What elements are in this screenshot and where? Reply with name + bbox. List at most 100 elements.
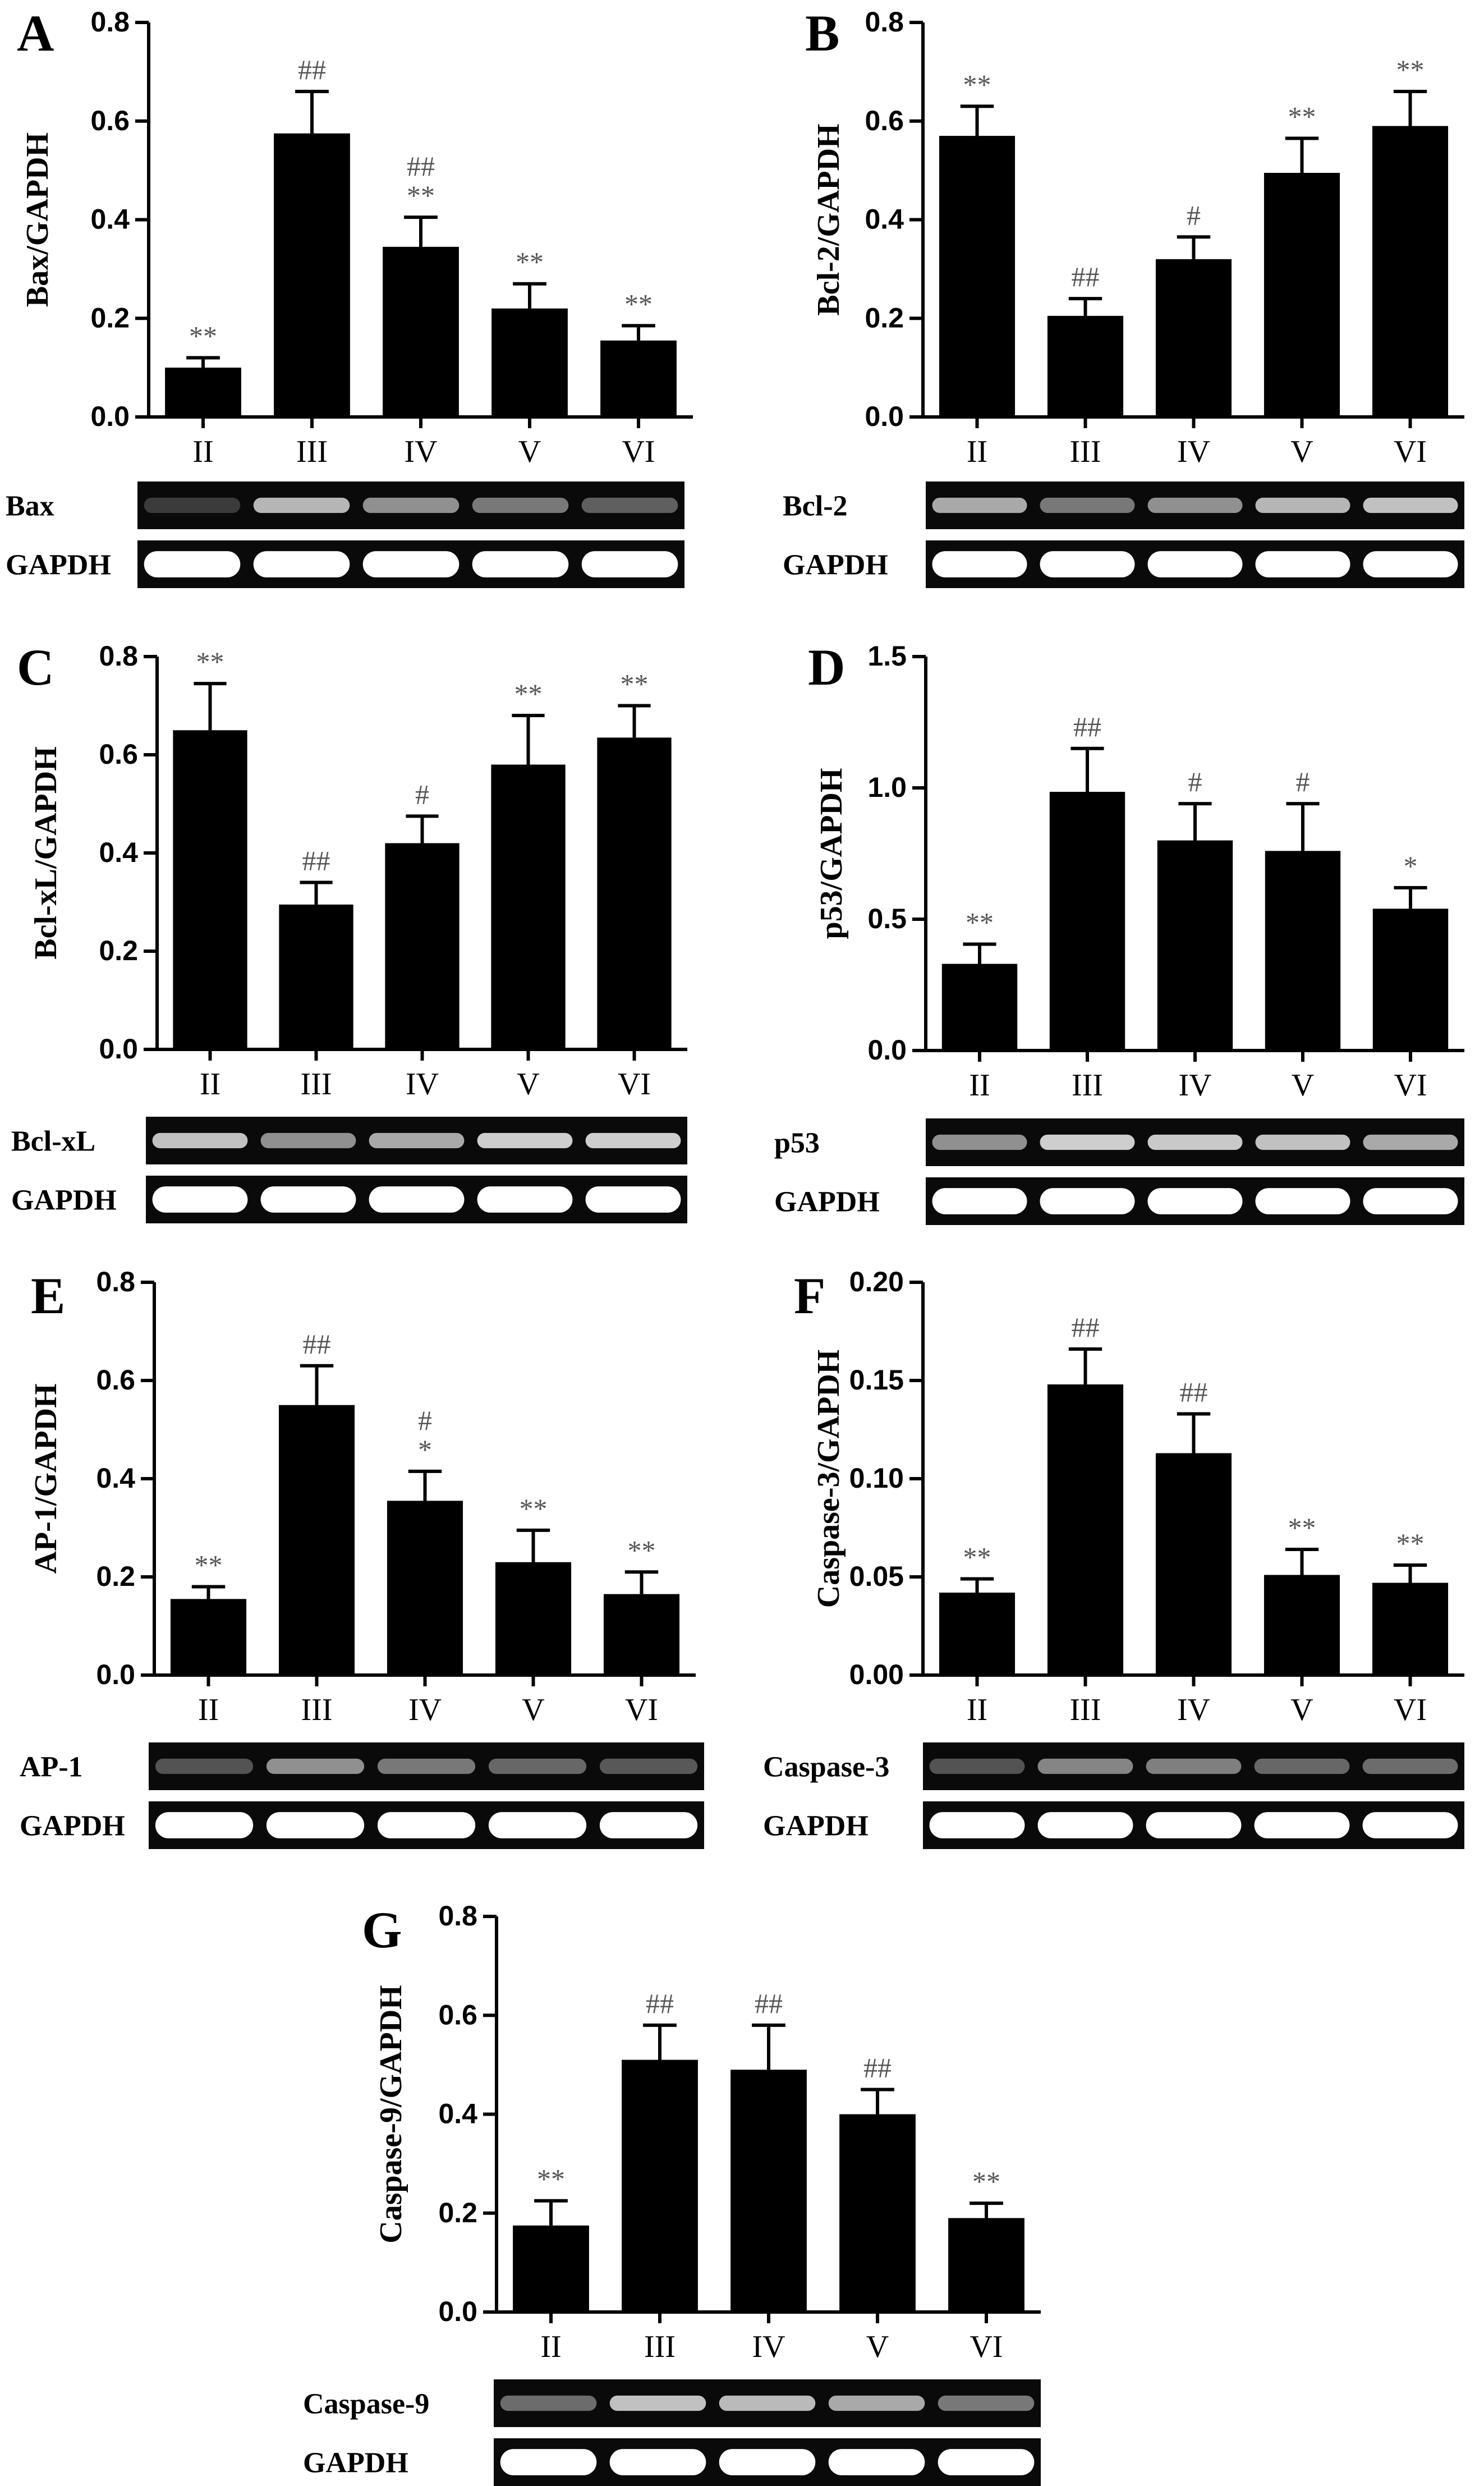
panel-d: D 0.0 0.5 1.0 1.5 p53/GAPDH ** II ## III # IV # V * VI p… (774, 639, 1464, 1225)
blot-band-f-target-v (1254, 1758, 1350, 1774)
significance-mark-e-ii: ** (195, 1549, 223, 1581)
blot-label-e-gapdh: GAPDH (20, 1810, 125, 1842)
y-tick-label-a: 0.8 (90, 6, 130, 38)
bar-f-iv (1155, 1453, 1232, 1675)
blot-band-d-gapdh-ii (932, 1188, 1027, 1214)
panel-e: E 0.0 0.2 0.4 0.6 0.8 AP-1/GAPDH ** II ## III *# IV *… (20, 1266, 704, 1849)
bar-f-v (1264, 1575, 1340, 1675)
blot-label-d-gapdh: GAPDH (774, 1186, 880, 1218)
blot-band-b-gapdh-vi (1363, 551, 1458, 577)
blot-label-a-gapdh: GAPDH (6, 549, 111, 581)
bar-a-v (491, 308, 568, 417)
significance-mark-e-vi: ** (628, 1534, 656, 1566)
blot-band-g-target-ii (500, 2395, 597, 2411)
bar-f-ii (939, 1593, 1016, 1675)
blot-label-g-target: Caspase-9 (303, 2388, 429, 2420)
blot-band-b-gapdh-ii (932, 551, 1027, 577)
significance-mark-b-vi: ** (1396, 54, 1425, 85)
bar-c-iv (385, 843, 460, 1049)
significance-mark-g-iv: ## (755, 1988, 783, 2019)
blot-label-a-target: Bax (6, 490, 54, 522)
y-tick-label-a: 0.0 (90, 401, 130, 432)
x-tick-label-g-iv: IV (752, 2329, 785, 2364)
y-tick-label-b: 0.6 (865, 105, 904, 136)
bar-b-ii (939, 136, 1016, 418)
bar-d-v (1265, 851, 1341, 1051)
x-tick-label-c-iv: IV (406, 1067, 439, 1102)
blot-band-f-gapdh-ii (929, 1812, 1025, 1838)
significance-mark-f-vi: ** (1396, 1528, 1425, 1559)
significance-mark-a-v: ** (516, 246, 544, 278)
blot-strip-e-target (149, 1742, 704, 1790)
bar-d-vi (1372, 909, 1449, 1051)
panel-a: A0.00.20.40.60.8Bax/GAPDH**II##III**##IV… (6, 4, 693, 588)
blot-band-b-target-vi (1363, 497, 1458, 513)
significance-mark-a-ii: ** (189, 320, 217, 352)
bar-e-v (495, 1562, 572, 1675)
blot-band-g-target-vi (938, 2395, 1035, 2411)
significance-mark-e-v: ** (520, 1493, 548, 1524)
bar-a-ii (165, 368, 241, 417)
blot-label-b-target: Bcl-2 (783, 490, 848, 522)
y-tick-label-e: 0.2 (96, 1561, 135, 1592)
blot-band-g-target-v (828, 2395, 925, 2411)
bar-e-iii (278, 1405, 355, 1675)
y-tick-label-d: 0.5 (867, 903, 907, 934)
blot-band-e-target-iv (377, 1758, 476, 1774)
blot-band-g-target-iv (719, 2395, 816, 2411)
blot-band-f-target-vi (1362, 1758, 1458, 1774)
y-axis-label-b: Bcl-2/GAPDH (811, 123, 846, 315)
blot-band-c-gapdh-v (477, 1186, 573, 1213)
x-tick-label-e-iv: IV (408, 1693, 442, 1727)
y-axis-label-g: Caspase-9/GAPDH (374, 1985, 408, 2243)
x-tick-label-f-iii: III (1070, 1693, 1101, 1727)
blot-band-d-target-vi (1363, 1134, 1458, 1150)
panel-letter-f: F (794, 1267, 825, 1324)
blot-band-c-target-v (477, 1132, 573, 1149)
y-tick-label-d: 1.5 (867, 640, 907, 672)
blot-band-b-target-ii (932, 497, 1027, 513)
blot-band-a-target-iii (253, 497, 350, 513)
blot-band-d-gapdh-iii (1040, 1188, 1135, 1214)
x-tick-label-g-ii: II (540, 2329, 561, 2364)
y-axis-label-a: Bax/GAPDH (20, 132, 55, 307)
significance-mark-b-iii: ## (1072, 261, 1100, 292)
x-tick-label-g-v: V (866, 2329, 889, 2364)
blot-band-d-target-ii (932, 1134, 1027, 1150)
blot-band-g-gapdh-ii (500, 2449, 597, 2475)
bar-b-vi (1372, 126, 1449, 418)
blot-band-a-target-iv (362, 497, 460, 513)
bar-b-iii (1047, 315, 1124, 417)
y-axis-label-d: p53/GAPDH (814, 768, 849, 939)
bar-f-iii (1047, 1384, 1124, 1675)
panel-letter-g: G (362, 1901, 402, 1958)
blot-band-e-gapdh-ii (155, 1812, 254, 1838)
bar-g-vi (948, 2218, 1024, 2312)
blot-label-d-target: p53 (774, 1127, 820, 1159)
x-tick-label-g-iii: III (644, 2329, 676, 2364)
blot-band-e-target-iii (266, 1758, 365, 1774)
bar-a-iv (383, 246, 459, 417)
blot-label-c-target: Bcl-xL (11, 1126, 95, 1158)
panel-letter-a: A (17, 4, 54, 62)
x-tick-label-d-v: V (1292, 1068, 1314, 1103)
blot-band-a-target-vi (581, 497, 678, 513)
y-axis-label-e: AP-1/GAPDH (29, 1383, 63, 1574)
significance-mark-c-iv: # (415, 778, 429, 810)
bar-b-iv (1155, 259, 1232, 417)
y-tick-label-g: 0.2 (438, 2197, 477, 2228)
blot-label-b-gapdh: GAPDH (783, 549, 888, 581)
y-tick-label-f: 0.15 (849, 1364, 904, 1396)
x-tick-label-c-iii: III (301, 1067, 332, 1102)
blot-band-a-gapdh-v (472, 551, 569, 577)
blot-band-d-target-iv (1147, 1134, 1243, 1150)
blot-band-g-target-iii (609, 2395, 706, 2411)
significance-mark-e-iv: * (418, 1434, 432, 1465)
significance-mark-e-iii: ## (303, 1328, 331, 1360)
y-tick-label-f: 0.00 (849, 1659, 904, 1690)
significance-mark-a-vi: ** (624, 288, 653, 319)
panel-c: C 0.0 0.2 0.4 0.6 0.8 Bcl-xL/GAPDH ** II ## III # IV… (11, 639, 687, 1223)
y-tick-label-b: 0.4 (865, 204, 904, 235)
x-tick-label-c-ii: II (200, 1067, 220, 1102)
